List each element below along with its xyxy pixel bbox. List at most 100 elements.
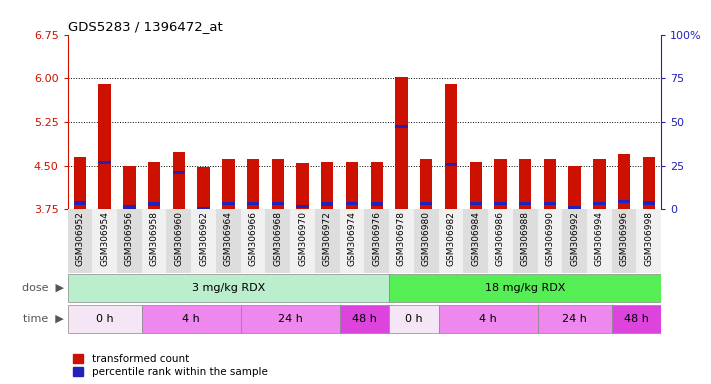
Bar [68,209,92,273]
Bar [117,209,141,273]
Bar [74,157,86,209]
Bar [340,209,364,273]
Bar [618,154,631,209]
Bar [272,202,284,205]
Bar [370,162,383,209]
Text: time  ▶: time ▶ [23,314,64,324]
Bar [420,159,432,209]
Text: GSM306956: GSM306956 [125,211,134,266]
Bar [469,202,482,205]
Bar [643,201,655,205]
Bar [562,209,587,273]
Bar [593,159,606,209]
Text: 24 h: 24 h [562,314,587,324]
Bar [488,209,513,273]
Bar [321,162,333,209]
Bar [389,274,661,302]
Bar [414,209,439,273]
Text: GSM306952: GSM306952 [75,211,85,266]
Text: 4 h: 4 h [182,314,200,324]
Text: 18 mg/kg RDX: 18 mg/kg RDX [485,283,565,293]
Text: 48 h: 48 h [624,314,649,324]
Text: GSM306966: GSM306966 [249,211,257,266]
Bar [420,202,432,205]
Bar [569,206,581,209]
Bar [68,305,141,333]
Bar [611,209,636,273]
Bar [216,209,241,273]
Bar [141,305,241,333]
Bar [241,209,265,273]
Bar [222,159,235,209]
Text: GSM306954: GSM306954 [100,211,109,266]
Text: GSM306964: GSM306964 [224,211,232,266]
Bar [272,159,284,209]
Bar [439,209,464,273]
Bar [222,202,235,205]
Bar [148,162,160,209]
Bar [618,200,631,204]
Bar [538,305,611,333]
Bar [494,159,507,209]
Text: GSM306978: GSM306978 [397,211,406,266]
Bar [464,209,488,273]
Text: GSM306980: GSM306980 [422,211,431,266]
Bar [519,202,531,205]
Bar [247,202,260,205]
Bar [290,209,315,273]
Text: GSM306988: GSM306988 [520,211,530,266]
Text: 24 h: 24 h [278,314,303,324]
Bar [469,162,482,209]
Bar [389,305,439,333]
Bar [98,161,111,164]
Bar [395,125,407,128]
Bar [346,162,358,209]
Text: GSM306998: GSM306998 [644,211,653,266]
Bar [315,209,340,273]
Bar [166,209,191,273]
Bar [445,163,457,166]
Text: GSM306972: GSM306972 [323,211,332,266]
Text: GSM306992: GSM306992 [570,211,579,266]
Text: 0 h: 0 h [96,314,114,324]
Bar [98,84,111,209]
Text: GSM306968: GSM306968 [273,211,282,266]
Text: 48 h: 48 h [352,314,377,324]
Text: GSM306958: GSM306958 [149,211,159,266]
Bar [389,209,414,273]
Text: GSM306970: GSM306970 [298,211,307,266]
Text: GSM306996: GSM306996 [619,211,629,266]
Bar [241,305,340,333]
Text: GSM306984: GSM306984 [471,211,480,266]
Bar [321,202,333,206]
Text: 4 h: 4 h [479,314,497,324]
Bar [544,202,556,205]
Text: GSM306986: GSM306986 [496,211,505,266]
Text: GSM306982: GSM306982 [447,211,456,266]
Bar [123,205,136,209]
Bar [593,202,606,205]
Text: GSM306960: GSM306960 [174,211,183,266]
Bar [265,209,290,273]
Text: GSM306974: GSM306974 [348,211,356,266]
Text: dose  ▶: dose ▶ [22,283,64,293]
Text: GDS5283 / 1396472_at: GDS5283 / 1396472_at [68,20,223,33]
Bar [513,209,538,273]
Bar [636,209,661,273]
Bar [494,202,507,205]
Bar [141,209,166,273]
Bar [198,207,210,210]
Bar [364,209,389,273]
Bar [340,305,389,333]
Text: 3 mg/kg RDX: 3 mg/kg RDX [192,283,265,293]
Text: GSM306994: GSM306994 [595,211,604,266]
Bar [123,166,136,209]
Bar [247,159,260,209]
Bar [74,201,86,205]
Text: 0 h: 0 h [405,314,422,324]
Bar [538,209,562,273]
Bar [173,171,185,174]
Text: GSM306962: GSM306962 [199,211,208,266]
Bar [191,209,216,273]
Bar [148,202,160,206]
